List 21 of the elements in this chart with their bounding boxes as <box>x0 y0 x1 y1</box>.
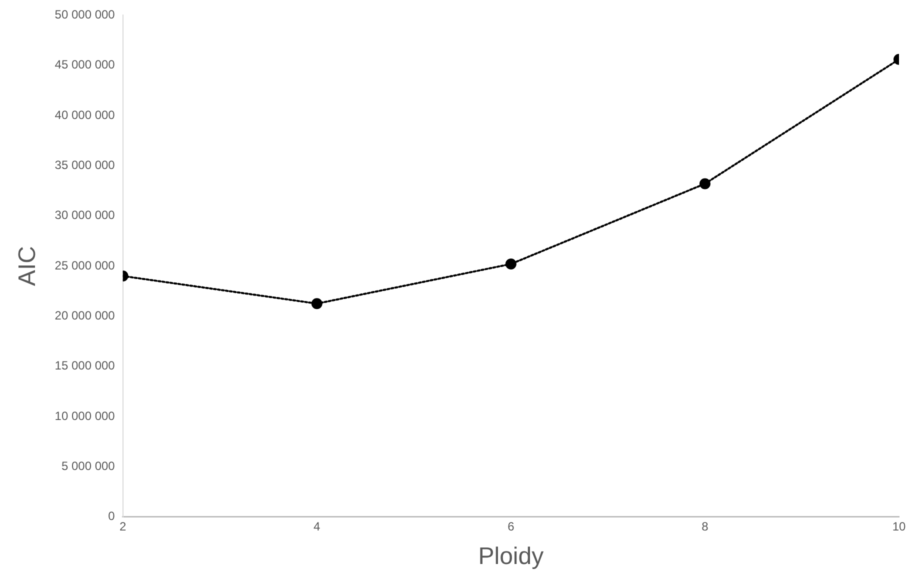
x-tick-label: 8 <box>702 519 709 534</box>
y-tick-label: 0 <box>108 509 116 524</box>
x-axis-title: Ploidy <box>478 543 544 570</box>
y-tick-label: 30 000 000 <box>54 208 116 222</box>
y-tick-label: 45 000 000 <box>54 58 116 72</box>
x-tick-label: 6 <box>508 519 515 534</box>
point <box>311 298 322 310</box>
y-tick-label: 40 000 000 <box>54 108 116 122</box>
y-tick-label: 20 000 000 <box>54 308 116 322</box>
y-tick-label: 50 000 000 <box>54 8 116 22</box>
y-tick-label: 25 000 000 <box>54 258 116 272</box>
x-tick-label: 10 <box>892 519 906 534</box>
y-tick-label: 35 000 000 <box>54 158 116 172</box>
x-tick-label: 4 <box>314 519 321 534</box>
y-axis-title: AIC <box>14 246 42 286</box>
point <box>505 258 516 270</box>
x-tick-label: 2 <box>120 519 127 534</box>
point <box>699 178 710 190</box>
y-tick-label: 10 000 000 <box>54 408 116 423</box>
y-tick-label: 5 000 000 <box>61 458 116 473</box>
y-tick-label: 15 000 000 <box>54 358 116 373</box>
